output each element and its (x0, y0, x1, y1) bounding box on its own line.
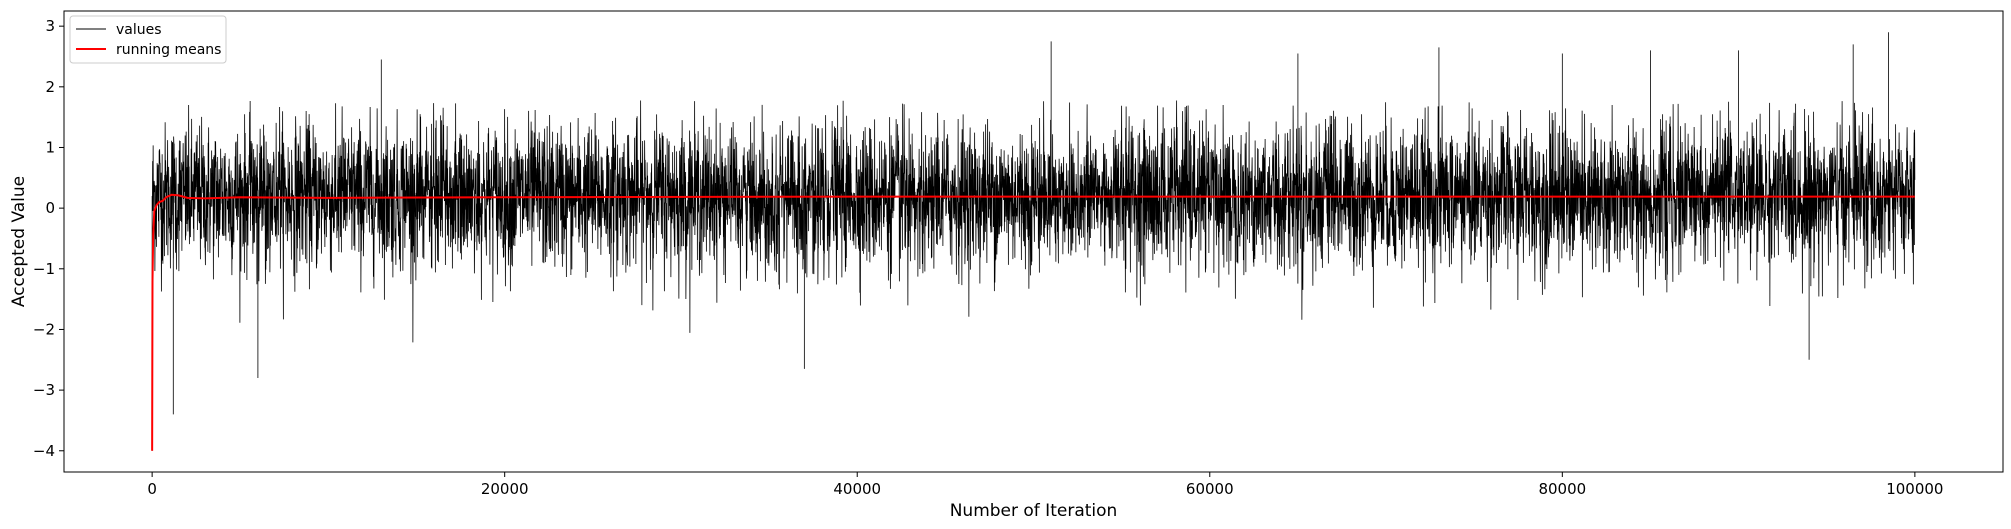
x-axis-label: Number of Iteration (950, 501, 1118, 521)
y-tick-label: −1 (33, 260, 55, 278)
y-tick-label: −3 (33, 381, 55, 399)
x-tick-label: 80000 (1538, 480, 1586, 498)
x-axis: 0 20000 40000 60000 80000 100000 (147, 472, 1943, 498)
x-tick-label: 20000 (481, 480, 529, 498)
legend-label-values: values (116, 22, 162, 38)
axes-frame (63, 10, 2004, 473)
y-tick-label: −2 (33, 320, 55, 338)
y-tick-label: 1 (45, 138, 55, 156)
y-tick-label: 0 (45, 199, 55, 217)
plot-area (151, 32, 1916, 451)
y-axis-label: Accepted Value (9, 176, 29, 307)
y-tick-label: −4 (33, 442, 55, 460)
y-tick-label: 3 (45, 17, 55, 35)
legend-label-running-means: running means (116, 42, 221, 58)
x-tick-label: 40000 (833, 480, 881, 498)
y-axis: 3 2 1 0 −1 −2 −3 −4 (33, 17, 64, 460)
x-tick-label: 100000 (1886, 480, 1943, 498)
legend: values running means (69, 15, 227, 64)
x-tick-label: 60000 (1186, 480, 1234, 498)
y-tick-label: 2 (45, 78, 55, 96)
legend-box (69, 15, 227, 64)
x-tick-label: 0 (147, 480, 157, 498)
running-means-series-line (151, 193, 1915, 451)
